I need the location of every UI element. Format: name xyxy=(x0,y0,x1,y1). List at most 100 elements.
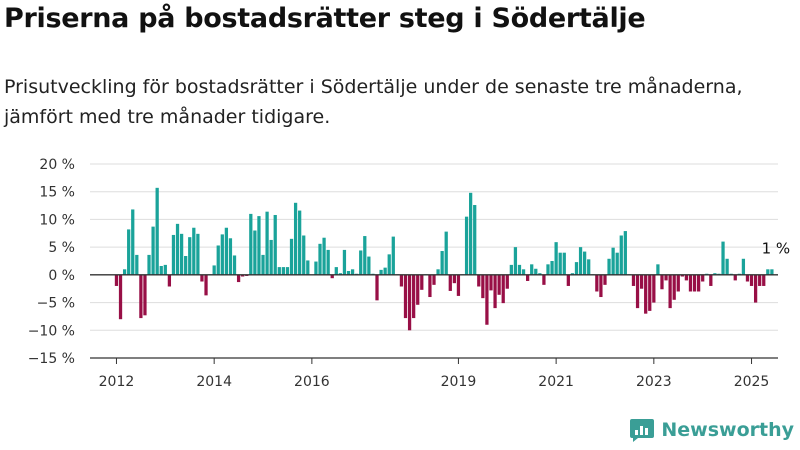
bar xyxy=(664,274,668,281)
bar xyxy=(680,274,684,277)
bar xyxy=(615,252,619,275)
bar xyxy=(428,274,432,298)
bar xyxy=(603,274,607,285)
x-tick-label: 2019 xyxy=(441,374,477,390)
bar xyxy=(619,235,623,275)
bar xyxy=(676,274,680,292)
bar xyxy=(383,267,387,275)
bar xyxy=(493,274,497,309)
bar xyxy=(745,274,750,282)
bar xyxy=(127,229,131,275)
bar xyxy=(273,214,277,275)
bar xyxy=(574,262,579,275)
bar xyxy=(550,261,554,275)
bar xyxy=(412,274,416,319)
brand-name: Newsworthy xyxy=(661,419,794,441)
bar xyxy=(151,226,155,275)
bar xyxy=(403,274,408,319)
bar xyxy=(350,269,355,275)
bar xyxy=(326,249,330,275)
y-tick-label: 15 % xyxy=(39,185,75,201)
bar xyxy=(501,274,505,304)
bar xyxy=(444,231,448,275)
bar xyxy=(363,236,367,275)
bar xyxy=(257,216,261,275)
x-tick-label: 2012 xyxy=(99,374,135,390)
bar xyxy=(485,274,489,325)
bar xyxy=(188,237,192,275)
y-tick-label: 10 % xyxy=(39,212,75,228)
bar xyxy=(379,269,383,275)
bar xyxy=(122,269,127,275)
bar xyxy=(420,274,424,290)
bar xyxy=(721,241,725,275)
bar xyxy=(171,234,176,275)
bar xyxy=(131,209,135,275)
bar xyxy=(139,274,143,319)
bar xyxy=(701,274,705,282)
bar xyxy=(302,235,306,275)
bar xyxy=(232,255,237,275)
x-tick-label: 2023 xyxy=(636,374,672,390)
bar xyxy=(318,243,322,275)
bar xyxy=(611,247,615,275)
bar xyxy=(448,274,452,291)
bar xyxy=(241,274,245,277)
bar xyxy=(387,254,391,275)
bar xyxy=(558,252,562,275)
bar xyxy=(249,213,253,275)
bar xyxy=(440,251,444,275)
bar xyxy=(314,261,318,275)
bar xyxy=(285,267,290,275)
bar xyxy=(346,270,351,275)
bar xyxy=(583,251,587,275)
bar xyxy=(228,238,233,275)
bar xyxy=(762,274,766,286)
bar xyxy=(432,274,436,285)
bar xyxy=(265,211,269,275)
bar xyxy=(298,210,302,275)
annotations: 1 % xyxy=(762,239,791,257)
bar xyxy=(639,274,644,289)
bar xyxy=(635,274,640,309)
y-tick-label: 20 % xyxy=(39,157,75,173)
bar xyxy=(375,274,379,301)
annotation-label: 1 % xyxy=(762,239,791,257)
x-tick-label: 2014 xyxy=(196,374,232,390)
bars xyxy=(114,187,774,331)
bar xyxy=(456,274,461,296)
bar xyxy=(688,274,693,292)
bar xyxy=(399,274,404,287)
bar xyxy=(416,274,420,305)
bar xyxy=(570,273,575,275)
bar xyxy=(631,274,636,286)
bar xyxy=(469,192,473,275)
bar xyxy=(289,238,294,275)
bar xyxy=(505,274,509,289)
bar xyxy=(135,254,139,275)
bar xyxy=(200,274,204,282)
bar xyxy=(517,264,522,275)
bar xyxy=(713,273,717,275)
bar xyxy=(668,274,672,309)
bar xyxy=(672,274,676,300)
chart-subtitle: Prisutveckling för bostadsrätter i Söder… xyxy=(4,76,743,128)
bar xyxy=(753,274,758,303)
bar xyxy=(281,267,285,275)
y-tick-label: −5 % xyxy=(37,296,75,312)
bar xyxy=(648,274,652,311)
bar xyxy=(696,274,701,292)
bar xyxy=(566,274,570,286)
bar xyxy=(477,274,481,287)
bar xyxy=(342,249,347,275)
bar xyxy=(330,274,334,279)
bar xyxy=(578,247,583,275)
grid-lines xyxy=(90,163,778,359)
bar xyxy=(277,267,281,275)
bar xyxy=(464,216,469,275)
chart-title: Priserna på bostadsrätter steg i Södertä… xyxy=(4,3,646,34)
bar xyxy=(338,273,342,275)
bar xyxy=(599,274,603,298)
bar xyxy=(192,227,196,275)
